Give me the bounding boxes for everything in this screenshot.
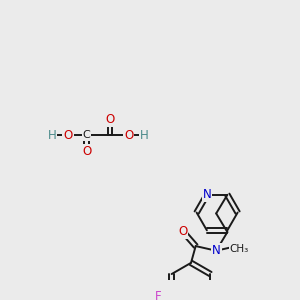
Text: H: H: [48, 129, 56, 142]
Text: O: O: [105, 113, 115, 126]
Text: N: N: [202, 188, 211, 201]
Text: C: C: [83, 130, 91, 140]
Text: N: N: [212, 244, 220, 257]
Text: O: O: [82, 145, 91, 158]
Text: O: O: [124, 129, 133, 142]
Text: H: H: [140, 129, 149, 142]
Text: O: O: [63, 129, 73, 142]
Text: O: O: [178, 225, 187, 238]
Text: F: F: [155, 290, 162, 300]
Text: CH₃: CH₃: [230, 244, 249, 254]
